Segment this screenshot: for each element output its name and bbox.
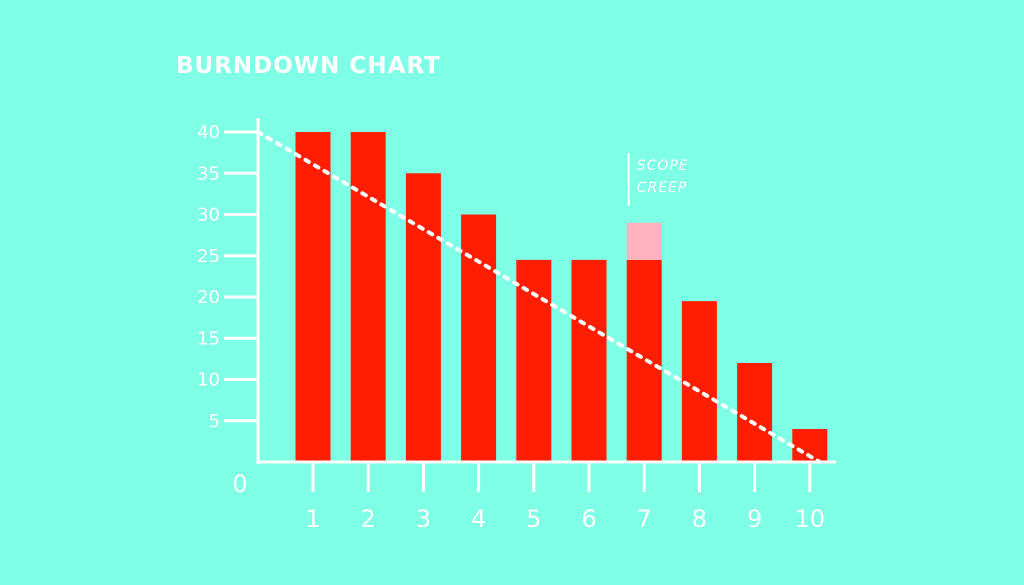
y-tick-label-15: 15 [197,328,220,349]
annotation-text-line-2: CREEP [637,180,688,196]
bar-3 [405,173,441,462]
y-tick-label-40: 40 [197,122,220,143]
x-tick-label-2: 2 [361,505,376,533]
bar-8 [681,301,717,462]
bar-6 [571,259,607,462]
x-tick-label-5: 5 [526,505,541,533]
annotation-layer: SCOPE CREEP [627,153,689,206]
y-tick-label-5: 5 [209,411,220,432]
x-tick-label-10: 10 [795,505,826,533]
ideal-line-layer [256,130,822,464]
y-tick-label-30: 30 [197,205,220,226]
y-tick-label-20: 20 [197,287,220,308]
y-tick-label-35: 35 [197,163,220,184]
chart-title: BURNDOWN CHART [176,53,441,79]
bar-1 [295,132,331,462]
bar-5 [516,259,552,462]
bar-7 [626,259,662,462]
scope-creep-bar [626,222,662,260]
origin-label: 0 [232,470,247,498]
x-tick-label-7: 7 [637,505,652,533]
x-tick-label-3: 3 [416,505,431,533]
ideal-burndown-line [256,130,822,464]
annotation-text-line-1: SCOPE [637,158,689,174]
bar-2 [350,132,386,462]
x-tick-label-1: 1 [305,505,320,533]
y-tick-label-25: 25 [197,246,220,267]
x-tick-label-6: 6 [581,505,596,533]
x-tick-label-4: 4 [471,505,486,533]
scope-creep-layer [626,222,662,260]
bar-4 [461,214,497,462]
y-tick-label-10: 10 [197,370,220,391]
bar-9 [737,363,773,462]
axes-layer [224,118,836,492]
bars-layer [295,132,828,462]
x-tick-label-8: 8 [692,505,707,533]
tick-labels-layer: 5 10 15 20 25 30 35 40 1 2 3 4 5 6 7 8 9 10 0 [197,122,825,533]
x-tick-label-9: 9 [747,505,762,533]
